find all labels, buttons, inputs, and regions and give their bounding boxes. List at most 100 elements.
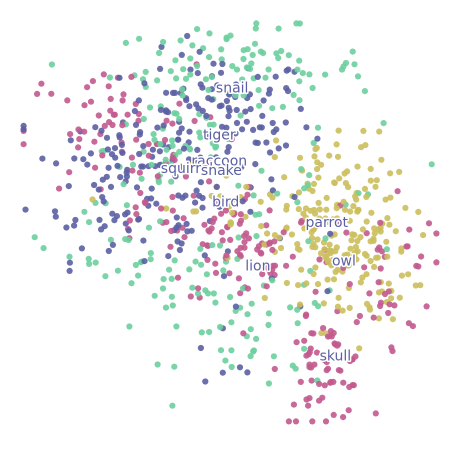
scatter-point-green — [253, 233, 260, 240]
scatter-point-yellow — [384, 215, 391, 222]
scatter-point-yellow — [385, 280, 392, 287]
scatter-point-blue — [269, 187, 276, 194]
scatter-point-pink — [245, 235, 252, 242]
scatter-point-pink — [302, 312, 309, 320]
scatter-point-blue — [272, 73, 279, 80]
scatter-point-yellow — [326, 152, 333, 159]
scatter-point-blue — [98, 127, 105, 134]
scatter-point-yellow — [363, 271, 370, 278]
scatter-point-blue — [139, 163, 147, 170]
scatter-point-green — [218, 46, 225, 53]
scatter-point-yellow — [227, 219, 234, 226]
scatter-point-green — [322, 235, 329, 242]
scatter-point-blue — [270, 128, 277, 136]
scatter-point-yellow — [323, 194, 330, 201]
scatter-point-green — [239, 76, 246, 83]
scatter-point-green — [269, 105, 276, 112]
scatter-point-blue — [269, 119, 276, 127]
scatter-point-yellow — [323, 218, 330, 226]
scatter-point-yellow — [357, 279, 364, 286]
scatter-point-green — [169, 142, 176, 149]
scatter-point-blue — [20, 122, 27, 129]
scatter-point-pink — [226, 270, 233, 277]
scatter-point-pink — [206, 178, 213, 185]
scatter-point-pink — [340, 414, 347, 421]
scatter-point-pink — [386, 301, 393, 308]
scatter-point-green — [122, 39, 129, 47]
scatter-point-blue — [136, 150, 143, 158]
scatter-point-green — [309, 84, 316, 92]
scatter-point-green — [206, 328, 213, 336]
scatter-point-blue — [210, 60, 217, 67]
scatter-point-pink — [309, 418, 316, 425]
scatter-point-green — [380, 120, 387, 127]
scatter-point-pink — [370, 314, 377, 321]
scatter-point-blue — [183, 97, 190, 104]
scatter-point-blue — [100, 198, 107, 205]
scatter-point-pink — [363, 230, 370, 237]
scatter-point-pink — [119, 122, 126, 129]
scatter-point-blue — [51, 208, 59, 215]
scatter-point-pink — [110, 111, 117, 118]
scatter-point-pink — [372, 410, 379, 417]
scatter-point-blue — [53, 160, 60, 167]
scatter-point-green — [306, 172, 313, 179]
scatter-point-yellow — [307, 207, 314, 214]
scatter-point-yellow — [301, 225, 308, 232]
scatter-point-blue — [116, 134, 123, 141]
scatter-point-pink — [75, 144, 82, 151]
scatter-point-green — [428, 161, 435, 168]
scatter-point-blue — [140, 237, 147, 244]
scatter-point-pink — [237, 290, 244, 297]
scatter-point-pink — [204, 256, 211, 263]
scatter-point-blue — [194, 146, 201, 153]
scatter-point-yellow — [354, 237, 361, 245]
scatter-point-pink — [267, 269, 274, 277]
scatter-point-pink — [81, 128, 88, 135]
scatter-point-blue — [219, 369, 226, 376]
scatter-point-yellow — [368, 209, 375, 216]
scatter-point-blue — [208, 96, 215, 103]
scatter-point-green — [169, 302, 176, 309]
scatter-point-blue — [72, 216, 79, 224]
scatter-point-green — [210, 290, 217, 297]
scatter-point-yellow — [296, 154, 304, 161]
scatter-point-green — [240, 55, 247, 63]
scatter-point-green — [194, 26, 201, 33]
scatter-point-pink — [394, 188, 401, 195]
scatter-point-yellow — [309, 187, 316, 195]
scatter-point-green — [278, 47, 285, 55]
scatter-point-pink — [297, 378, 304, 385]
scatter-point-yellow — [311, 153, 318, 160]
scatter-point-pink — [324, 365, 332, 372]
scatter-point-green — [66, 253, 73, 260]
scatter-point-blue — [205, 133, 212, 140]
scatter-point-green — [159, 285, 167, 292]
scatter-point-green — [212, 299, 219, 306]
scatter-point-green — [173, 75, 180, 82]
scatter-point-green — [155, 179, 162, 186]
scatter-point-blue — [260, 97, 267, 104]
scatter-point-blue — [109, 210, 116, 217]
scatter-point-pink — [174, 274, 182, 281]
scatter-point-pink — [423, 303, 430, 310]
scatter-point-green — [301, 185, 308, 192]
scatter-point-green — [253, 20, 260, 27]
scatter-point-green — [256, 211, 263, 218]
scatter-point-green — [298, 166, 305, 173]
scatter-point-yellow — [396, 294, 403, 301]
scatter-point-yellow — [398, 248, 405, 255]
scatter-point-pink — [271, 238, 278, 245]
scatter-point-green — [314, 124, 322, 131]
scatter-point-yellow — [339, 307, 346, 314]
scatter-point-green — [157, 218, 164, 225]
scatter-point-green — [197, 134, 204, 141]
scatter-point-yellow — [360, 127, 367, 134]
scatter-point-green — [220, 267, 227, 274]
scatter-point-blue — [238, 164, 245, 171]
scatter-point-blue — [247, 106, 254, 113]
scatter-point-blue — [154, 124, 161, 131]
scatter-point-pink — [405, 320, 412, 327]
scatter-point-blue — [39, 155, 46, 162]
scatter-point-blue — [95, 186, 102, 193]
